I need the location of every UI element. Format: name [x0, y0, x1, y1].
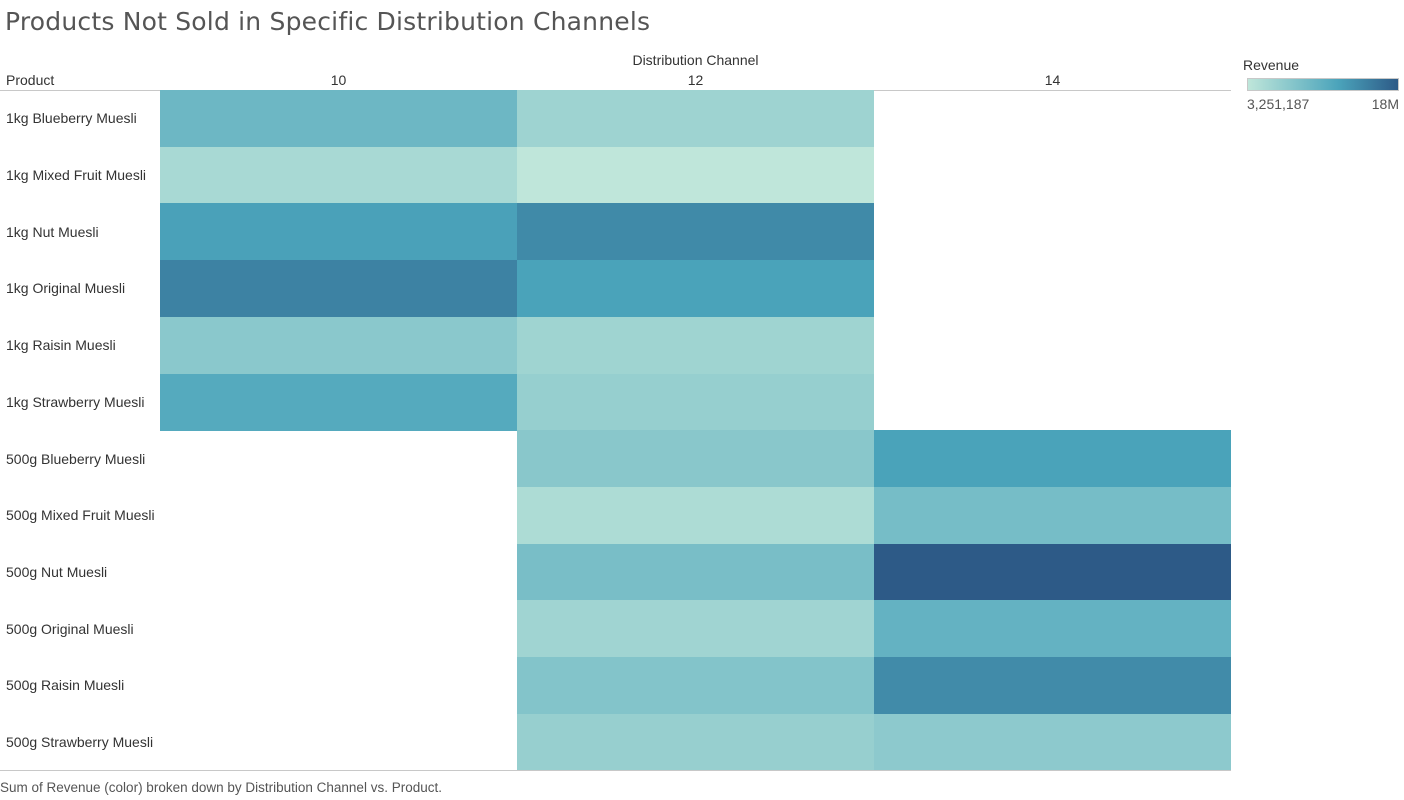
row-label: 1kg Original Muesli	[6, 280, 126, 297]
heatmap-cell[interactable]	[517, 543, 874, 601]
heatmap-cell[interactable]	[517, 430, 874, 488]
chart-caption: Sum of Revenue (color) broken down by Di…	[0, 780, 442, 795]
heatmap-cell[interactable]	[517, 600, 874, 658]
row-label: 500g Blueberry Muesli	[6, 450, 146, 467]
legend-title: Revenue	[1243, 57, 1300, 73]
column-group-label: Distribution Channel	[632, 52, 759, 68]
row-label: 500g Strawberry Muesli	[6, 734, 154, 751]
heatmap-cell[interactable]	[517, 90, 874, 148]
heatmap-cell[interactable]	[874, 486, 1231, 545]
column-label-14: 14	[1044, 72, 1061, 88]
heatmap-cell[interactable]	[517, 486, 874, 545]
row-label: 500g Nut Muesli	[6, 563, 108, 580]
heatmap-cell[interactable]	[874, 600, 1231, 658]
heatmap-cell[interactable]	[160, 260, 517, 318]
row-label: 500g Raisin Muesli	[6, 677, 125, 694]
bottom-divider	[0, 770, 1231, 771]
legend-max-label: 18M	[1371, 96, 1399, 112]
heatmap-cell[interactable]	[874, 713, 1231, 771]
legend-gradient-bar	[1247, 78, 1399, 91]
row-label: 1kg Strawberry Muesli	[6, 393, 145, 410]
row-label: 1kg Nut Muesli	[6, 223, 99, 240]
row-header-label: Product	[6, 72, 55, 88]
heatmap-cell[interactable]	[874, 543, 1231, 601]
heatmap-cell[interactable]	[160, 203, 517, 261]
column-label-10: 10	[330, 72, 347, 88]
heatmap-cell[interactable]	[874, 430, 1231, 488]
row-label: 1kg Mixed Fruit Muesli	[6, 167, 147, 184]
column-label-12: 12	[687, 72, 704, 88]
heatmap-cell[interactable]	[160, 146, 517, 204]
row-label: 1kg Blueberry Muesli	[6, 110, 137, 127]
heatmap-cell[interactable]	[874, 657, 1231, 715]
heatmap-cell[interactable]	[517, 713, 874, 771]
heatmap-cell[interactable]	[517, 657, 874, 715]
legend-min-label: 3,251,187	[1247, 96, 1310, 112]
row-label: 1kg Raisin Muesli	[6, 337, 116, 354]
heatmap-cell[interactable]	[517, 316, 874, 374]
heatmap-cell[interactable]	[160, 316, 517, 374]
row-label: 500g Original Muesli	[6, 620, 134, 637]
heatmap-cell[interactable]	[517, 260, 874, 318]
row-label: 500g Mixed Fruit Muesli	[6, 507, 155, 524]
heatmap-cell[interactable]	[517, 373, 874, 431]
heatmap-cell[interactable]	[160, 90, 517, 148]
heatmap-cell[interactable]	[517, 203, 874, 261]
heatmap-cell[interactable]	[517, 146, 874, 204]
chart-title: Products Not Sold in Specific Distributi…	[5, 7, 651, 36]
heatmap-cell[interactable]	[160, 373, 517, 431]
